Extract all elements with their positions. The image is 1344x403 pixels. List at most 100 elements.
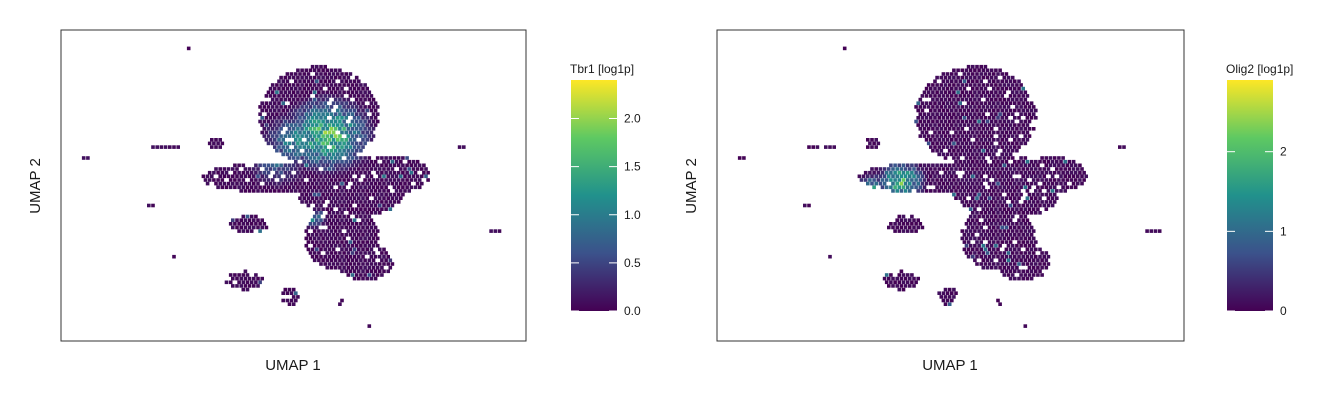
- umap-cell: [388, 207, 393, 211]
- umap-cell: [866, 174, 870, 179]
- umap-cell: [870, 167, 874, 171]
- umap-cell: [960, 141, 965, 146]
- umap-cell: [396, 185, 401, 190]
- umap-cell: [828, 145, 832, 149]
- umap-cell: [302, 86, 306, 91]
- umap-cell: [1034, 262, 1038, 266]
- umap-cell: [407, 159, 411, 164]
- umap-cell: [920, 94, 925, 98]
- umap-cell: [306, 174, 311, 179]
- umap-cell: [973, 148, 977, 153]
- umap-cell: [926, 141, 931, 146]
- umap-cell: [354, 207, 359, 211]
- umap-cell: [983, 211, 988, 215]
- colorbar-tick-label: 2.0: [624, 112, 641, 126]
- umap-cell: [405, 156, 409, 160]
- umap-cell: [354, 112, 359, 116]
- umap-cell: [998, 105, 1002, 109]
- umap-cell: [1078, 163, 1082, 168]
- umap-cell: [361, 211, 365, 215]
- umap-cell: [333, 119, 338, 124]
- umap-cell: [352, 269, 357, 274]
- umap-cell: [342, 251, 346, 255]
- umap-cell: [947, 112, 952, 116]
- umap-cell: [1017, 138, 1021, 142]
- umap-cell: [325, 127, 330, 131]
- umap-cell: [985, 265, 990, 270]
- umap-cell: [1036, 258, 1040, 263]
- umap-cell: [975, 247, 979, 252]
- umap-cell: [998, 243, 1002, 248]
- umap-cell: [306, 247, 311, 252]
- umap-cell: [323, 218, 327, 222]
- umap-cell: [998, 251, 1002, 255]
- umap-cell: [992, 72, 996, 76]
- umap-cell: [981, 156, 986, 160]
- umap-cell: [981, 90, 986, 95]
- umap-cell: [340, 94, 344, 98]
- umap-cell: [268, 116, 273, 120]
- umap-cell: [338, 185, 342, 190]
- umap-cell: [287, 156, 292, 160]
- umap-cell: [361, 189, 365, 193]
- umap-cell: [985, 214, 990, 219]
- umap-cell: [317, 119, 321, 124]
- umap-cell: [308, 105, 313, 109]
- umap-cell: [308, 127, 313, 131]
- umap-cell: [275, 134, 279, 138]
- umap-cell: [1034, 254, 1038, 259]
- umap-cell: [1013, 101, 1017, 105]
- umap-cell: [399, 196, 403, 200]
- umap-cell: [1002, 134, 1007, 138]
- umap-cell: [996, 79, 1000, 84]
- umap-cell: [950, 174, 954, 179]
- umap-cell: [252, 225, 256, 230]
- umap-cell: [375, 273, 380, 277]
- umap-cell: [891, 167, 895, 171]
- umap-cell: [415, 159, 420, 164]
- umap-cell: [262, 134, 267, 138]
- umap-cell: [971, 174, 975, 179]
- umap-cell: [918, 185, 923, 190]
- umap-cell: [323, 181, 327, 186]
- umap-cell: [216, 185, 220, 190]
- umap-cell: [415, 174, 420, 179]
- umap-cell: [935, 148, 939, 153]
- umap-cell: [270, 97, 275, 102]
- umap-cell: [966, 203, 971, 208]
- umap-cell: [266, 105, 271, 109]
- umap-cell: [1015, 127, 1019, 131]
- umap-cell: [308, 112, 313, 116]
- umap-cell: [1052, 178, 1057, 182]
- umap-cell: [323, 167, 327, 171]
- umap-cell: [289, 189, 294, 193]
- umap-cell: [321, 97, 325, 102]
- umap-cell: [365, 203, 369, 208]
- umap-cell: [1006, 236, 1011, 241]
- umap-cell: [325, 222, 330, 226]
- umap-cell: [363, 112, 367, 116]
- umap-cell: [354, 200, 359, 204]
- umap-cell: [929, 101, 933, 105]
- umap-cell: [1019, 229, 1023, 233]
- umap-cell: [977, 214, 981, 219]
- umap-cell: [273, 189, 277, 193]
- umap-cell: [985, 243, 990, 248]
- umap-cell: [1023, 273, 1028, 277]
- umap-cell: [302, 189, 306, 193]
- umap-cell: [371, 251, 376, 255]
- umap-cell: [338, 251, 342, 255]
- umap-cell: [1008, 108, 1013, 113]
- umap-cell: [916, 181, 920, 186]
- umap-cell: [268, 189, 273, 193]
- umap-cell: [323, 79, 327, 84]
- umap-cell: [1034, 174, 1038, 179]
- umap-cell: [363, 273, 367, 277]
- umap-cell: [378, 167, 382, 171]
- umap-cell: [371, 229, 376, 233]
- umap-cell: [348, 86, 353, 91]
- umap-cell: [929, 123, 933, 127]
- umap-cell: [1034, 247, 1038, 252]
- umap-cell: [1015, 170, 1019, 175]
- umap-cell: [1034, 196, 1038, 200]
